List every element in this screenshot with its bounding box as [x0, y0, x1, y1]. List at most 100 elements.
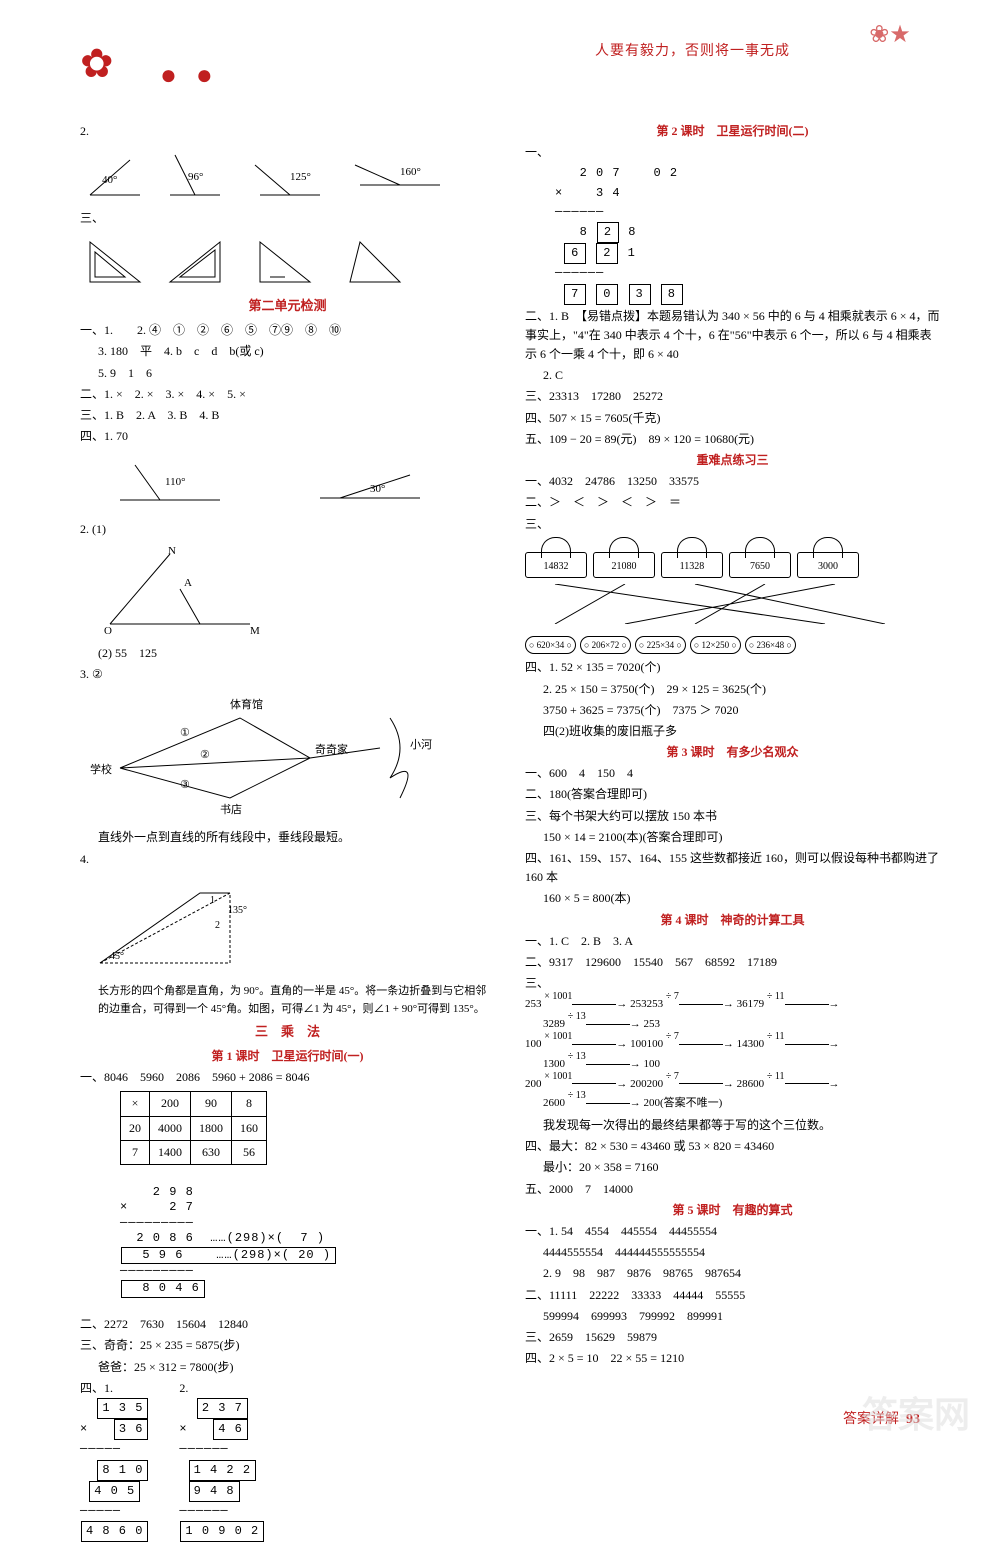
h3-2: 二、＞ ＜ ＞ ＜ ＞ ＝	[525, 493, 940, 512]
c3-op3: ÷ 11	[767, 1071, 785, 1082]
u2-2: 二、1. × 2. × 3. × 4. × 5. ×	[80, 385, 495, 404]
mul-r0c3: 160	[232, 1116, 267, 1140]
mul-h3: 8	[232, 1092, 267, 1116]
mul-r1c2: 630	[191, 1140, 232, 1164]
v135-mult: 3 6	[114, 1419, 149, 1440]
u2-1-5: 5. 9 1 6	[80, 364, 495, 383]
key-3: ○ 12×250 ○	[690, 636, 741, 654]
l4-1: 一、1. C 2. B 3. A	[525, 932, 940, 951]
mul-r1c0: 7	[121, 1140, 150, 1164]
mul-h0: ×	[121, 1092, 150, 1116]
c2-op1: × 1001	[544, 1031, 572, 1042]
lock-4-val: 3000	[818, 561, 838, 572]
c1-m1: 253253	[630, 998, 663, 1010]
mul-r1c3: 56	[232, 1140, 267, 1164]
section-3-label: 三、	[80, 209, 495, 228]
l2-5: 五、109 − 20 = 89(元) 89 × 120 = 10680(元)	[525, 430, 940, 449]
c3-op2: ÷ 7	[666, 1071, 679, 1082]
svg-text:125°: 125°	[290, 171, 311, 183]
v207-extra: 0 2	[653, 166, 678, 180]
c2b-op1: ÷ 13	[568, 1051, 586, 1062]
v237-res: 1 0 9 0 2	[180, 1521, 264, 1542]
h3-1: 一、4032 24786 13250 33575	[525, 472, 940, 491]
c3-op1: × 1001	[544, 1071, 572, 1082]
v298-l5: 8 0 4 6	[121, 1280, 205, 1298]
vert-237-block: 2. 2 3 7 × 4 6 ────── 1 4 2 2 9 4 8 ────…	[179, 1379, 265, 1542]
triangle-rulers	[80, 232, 495, 292]
key-1: ○ 206×72 ○	[580, 636, 631, 654]
lock-1-val: 21080	[612, 561, 637, 572]
lock-2-val: 11328	[680, 561, 705, 572]
vert-135-block: 四、1. 1 3 5 × 3 6 ───── 8 1 0 4 0 5 ─────…	[80, 1379, 149, 1542]
svg-text:1: 1	[210, 895, 215, 906]
c2-op3: ÷ 11	[767, 1031, 785, 1042]
l4-4b: 最小：20 × 358 = 7160	[525, 1158, 940, 1177]
angles-svg: 40° 96° 125° 160°	[80, 145, 480, 205]
vertical-298: 2 9 8 × 2 7 ───────── 2 0 8 6 ……(298)×( …	[120, 1169, 495, 1313]
c1-m2: 36179	[737, 998, 765, 1010]
c2b-end: 100	[644, 1058, 661, 1070]
l2-3: 三、23313 17280 25272	[525, 387, 940, 406]
u2-1-3: 3. 180 平 4. b c d b(或 c)	[80, 342, 495, 361]
matching-lines	[525, 584, 885, 624]
svg-text:学校: 学校	[90, 762, 112, 776]
c3-m2: 28600	[737, 1078, 765, 1090]
lesson4-title: 第 4 课时 神奇的计算工具	[525, 911, 940, 930]
left-column: 2. 40° 96° 125° 160° 三、	[80, 120, 495, 1542]
header: ✿ ● ● 人要有毅力，否则将一事无成 ❀★	[80, 30, 940, 110]
l4-4a: 四、最大：82 × 530 = 43460 或 53 × 820 = 43460	[525, 1137, 940, 1156]
l5-1a: 一、1. 54 4554 445554 44455554	[525, 1222, 940, 1241]
svg-text:110°: 110°	[165, 476, 186, 488]
stamp-icon: ❀★	[840, 20, 940, 100]
lesson1-title: 第 1 课时 卫星运行时间(一)	[80, 1047, 495, 1066]
lock-1: 21080	[593, 538, 655, 578]
c1b-end: 253	[644, 1018, 661, 1030]
mul-h2: 90	[191, 1092, 232, 1116]
l1-4-label2: 2.	[179, 1381, 188, 1395]
vert-135: 1 3 5 × 3 6 ───── 8 1 0 4 0 5 ───── 4 8 …	[80, 1398, 149, 1542]
triangle-nam-diagram: N A M O	[80, 544, 495, 640]
svg-text:N: N	[168, 545, 176, 557]
key-2: ○ 225×34 ○	[635, 636, 686, 654]
svg-text:M: M	[250, 625, 260, 634]
l5-3: 三、2659 15629 59879	[525, 1328, 940, 1347]
lock-2: 11328	[661, 538, 723, 578]
watermark: 答案网	[862, 1386, 970, 1438]
mul-h1: 200	[150, 1092, 191, 1116]
v237-r1: 1 4 2 2	[189, 1460, 256, 1481]
u2-4-2: 2. (1)	[80, 520, 495, 539]
svg-text:奇奇家: 奇奇家	[315, 742, 348, 756]
l3-4b: 160 × 5 = 800(本)	[525, 889, 940, 908]
svg-text:书店: 书店	[220, 802, 242, 816]
map-diagram: 体育馆 学校 书店 奇奇家 小河 ① ② ③	[80, 688, 495, 824]
svg-text:O: O	[104, 625, 112, 634]
lock-3: 7650	[729, 538, 791, 578]
c1-op1: × 1001	[544, 991, 572, 1002]
mul-r1c1: 1400	[150, 1140, 191, 1164]
c1b-op1: ÷ 13	[568, 1011, 586, 1022]
u2-3: 三、1. B 2. A 3. B 4. B	[80, 406, 495, 425]
v207-top: 2 0 7	[580, 166, 621, 180]
svg-text:体育馆: 体育馆	[230, 697, 263, 711]
chain-2b: 1300 ÷ 13→ 100	[525, 1055, 940, 1075]
fold-diagram: 1 135° 2 45°	[80, 873, 495, 979]
unit2-test-title: 第二单元检测	[80, 296, 495, 317]
l1-4-label: 四、1.	[80, 1381, 113, 1395]
c3-m1: 200200	[630, 1078, 663, 1090]
l5-1b: 4444555554 444444555555554	[525, 1243, 940, 1262]
l3-3b: 150 × 14 = 2100(本)(答案合理即可)	[525, 828, 940, 847]
vert-207: 2 0 7 0 2 × 3 4 ────── 8 2 8 6 2 1 ─────…	[555, 164, 940, 304]
u2-4-1: 四、1. 70	[80, 427, 495, 446]
svg-text:135°: 135°	[228, 905, 247, 916]
angle-110-30-diagram: 110° 30°	[80, 450, 495, 516]
chain-1b: 3289 ÷ 13→ 253	[525, 1015, 940, 1035]
u2-4-3: 3. ②	[80, 665, 495, 684]
key-4: ○ 236×48 ○	[745, 636, 796, 654]
l2-2-2: 2. C	[525, 366, 940, 385]
flower-icon: ✿	[80, 40, 114, 87]
c3-start: 200	[525, 1078, 542, 1090]
c3b-op1: ÷ 13	[568, 1090, 586, 1101]
v237-r2: 9 4 8	[189, 1481, 240, 1502]
lesson3-title: 第 3 课时 有多少名观众	[525, 743, 940, 762]
fold-explanation: 长方形的四个角都是直角，为 90°。直角的一半是 45°。将一条边折叠到与它相邻…	[80, 983, 495, 1018]
